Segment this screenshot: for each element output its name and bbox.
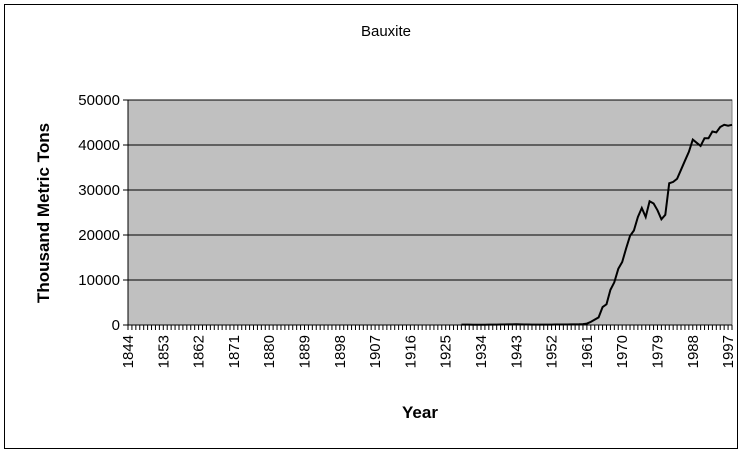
x-tick-label: 1952 (544, 335, 561, 368)
plot-area (127, 99, 733, 326)
y-tick-label: 0 (112, 317, 120, 334)
x-tick-label: 1844 (120, 335, 137, 368)
x-tick-label: 1961 (579, 335, 596, 368)
x-tick-label: 1925 (438, 335, 455, 368)
x-tick-label: 1988 (685, 335, 702, 368)
production-line (461, 123, 733, 326)
x-tick-label: 1871 (226, 335, 243, 368)
x-tick-label: 1997 (720, 335, 737, 368)
x-tick-label: 1898 (332, 335, 349, 368)
x-tick-label: 1979 (649, 335, 666, 368)
chart-title: Bauxite (361, 23, 411, 40)
x-tick-label: 1862 (191, 335, 208, 368)
x-tick-label: 1853 (155, 335, 172, 368)
x-tick-label: 1943 (508, 335, 525, 368)
gridlines (123, 99, 732, 326)
y-tick-label: 20000 (78, 227, 120, 244)
y-tick-label: 40000 (78, 137, 120, 154)
x-tick-label: 1889 (296, 335, 313, 368)
y-tick-label: 50000 (78, 92, 120, 109)
y-tick-label: 10000 (78, 272, 120, 289)
x-tick-label: 1970 (614, 335, 631, 368)
x-tick-label: 1907 (367, 335, 384, 368)
x-axis-ticks (127, 325, 733, 330)
x-tick-label: 1916 (402, 335, 419, 368)
x-tick-label: 1880 (261, 335, 278, 368)
y-axis-tick-labels: 0 10000 20000 30000 40000 50000 (78, 92, 120, 334)
y-axis-label: Thousand Metric Tons (34, 123, 53, 303)
x-tick-label: 1934 (473, 335, 490, 368)
x-axis-tick-labels: 1844 1853 1862 1871 1880 1889 1898 1907 1916 1925… (120, 335, 737, 368)
y-tick-label: 30000 (78, 182, 120, 199)
x-axis-label: Year (402, 403, 438, 422)
